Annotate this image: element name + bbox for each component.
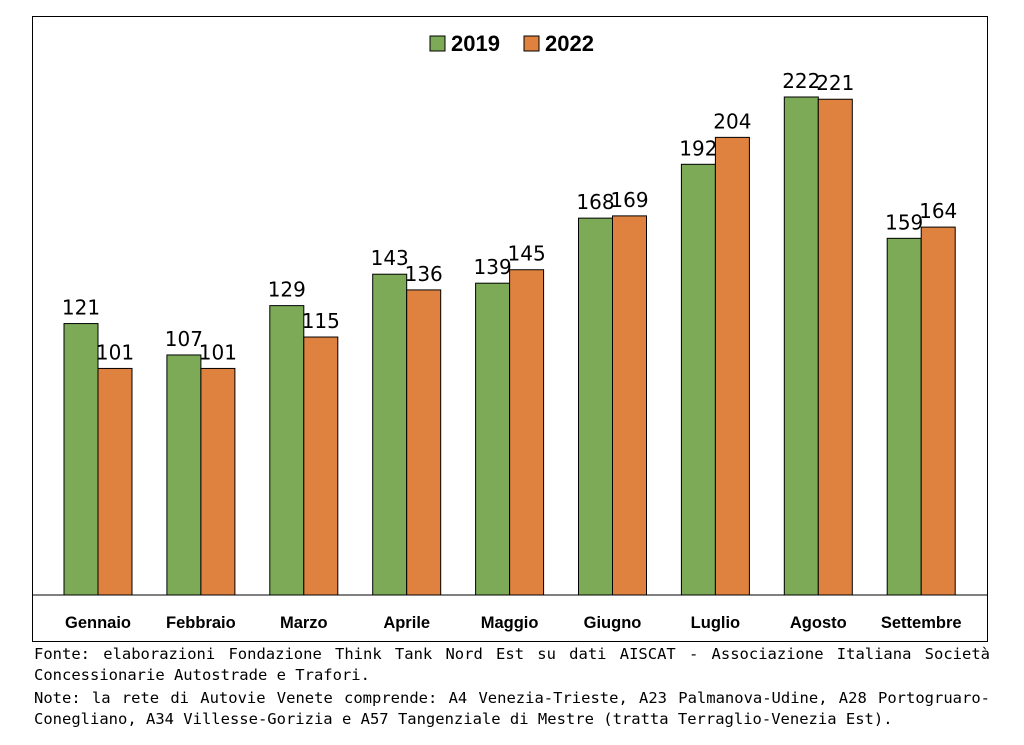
bar-2019-maggio — [475, 282, 511, 596]
bar-2022-settembre — [920, 226, 956, 596]
data-label-2019-luglio: 192 — [679, 136, 717, 160]
data-label-2019-aprile: 143 — [371, 246, 409, 270]
data-label-2019-maggio: 139 — [474, 255, 512, 279]
data-label-2019-agosto: 222 — [782, 69, 820, 93]
category-label-aprile: Aprile — [383, 614, 430, 632]
legend-swatch-2019 — [429, 35, 446, 52]
data-label-2019-giugno: 168 — [576, 190, 614, 214]
bar-2022-febbraio — [200, 367, 236, 596]
legend-label-2022: 2022 — [545, 31, 594, 56]
legend-swatch-2022 — [523, 35, 540, 52]
bar-2022-gennaio — [97, 367, 133, 596]
bar-2019-giugno — [578, 217, 613, 596]
bar-2022-aprile — [406, 289, 442, 596]
data-label-2022-agosto: 221 — [816, 71, 854, 95]
category-label-giugno: Giugno — [584, 614, 642, 632]
bar-2019-gennaio — [63, 323, 99, 596]
data-label-2022-luglio: 204 — [713, 109, 751, 133]
bar-2022-marzo — [303, 336, 339, 596]
category-label-febbraio: Febbraio — [166, 614, 236, 632]
data-label-2019-marzo: 129 — [268, 278, 306, 302]
bar-chart: 121101Gennaio107101Febbraio129115Marzo14… — [32, 31, 988, 632]
bar-2019-aprile — [372, 273, 408, 596]
network-note: Note: la rete di Autovie Venete comprend… — [34, 689, 990, 728]
data-label-2019-gennaio: 121 — [62, 296, 100, 320]
category-label-settembre: Settembre — [881, 614, 962, 632]
bar-2019-luglio — [680, 163, 716, 596]
data-label-2022-maggio: 145 — [508, 242, 546, 266]
legend-label-2019: 2019 — [451, 31, 500, 56]
category-label-maggio: Maggio — [481, 614, 539, 632]
category-label-gennaio: Gennaio — [65, 614, 131, 632]
category-label-marzo: Marzo — [280, 614, 328, 632]
data-label-2022-giugno: 169 — [610, 188, 648, 212]
category-label-luglio: Luglio — [691, 614, 740, 632]
bar-2019-febbraio — [166, 354, 202, 596]
bar-2022-giugno — [612, 215, 647, 596]
data-label-2022-aprile: 136 — [405, 262, 443, 286]
bar-2022-maggio — [509, 269, 545, 596]
chart-frame — [32, 16, 988, 642]
source-note: Fonte: elaborazioni Fondazione Think Tan… — [34, 645, 990, 684]
data-label-2022-gennaio: 101 — [96, 340, 134, 364]
bar-2019-agosto — [783, 96, 819, 596]
data-label-2022-marzo: 115 — [302, 309, 340, 333]
bar-2022-agosto — [817, 98, 853, 596]
data-label-2022-settembre: 164 — [919, 199, 957, 223]
data-label-2019-febbraio: 107 — [165, 327, 203, 351]
bar-2022-luglio — [714, 136, 750, 596]
bar-2019-settembre — [886, 237, 922, 596]
data-label-2022-febbraio: 101 — [199, 340, 237, 364]
data-label-2019-settembre: 159 — [885, 210, 923, 234]
category-label-agosto: Agosto — [790, 614, 847, 632]
bar-2019-marzo — [269, 305, 305, 596]
